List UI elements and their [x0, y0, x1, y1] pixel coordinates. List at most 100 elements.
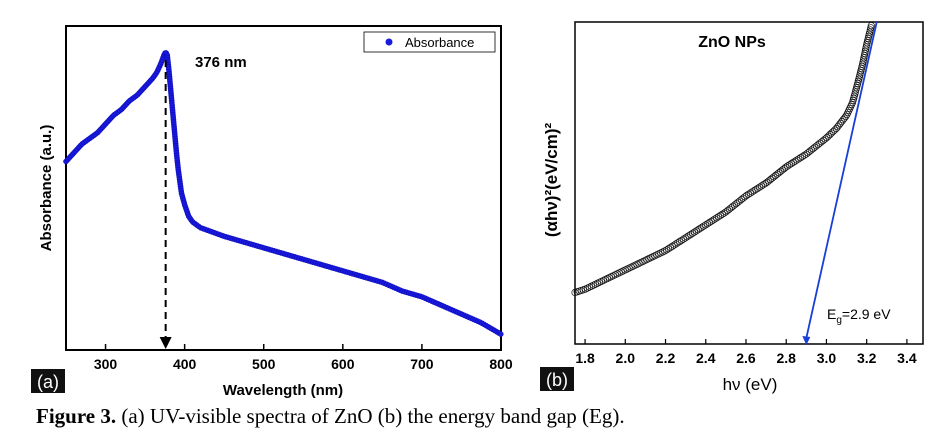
panel-b-data-point — [643, 255, 651, 264]
panel-b-y-axis-label: (αhν)²(eV/cm)² — [542, 122, 561, 237]
panel-b-data-point — [798, 152, 807, 161]
panel-b-data-point — [785, 161, 794, 169]
panel-b-data-point — [615, 269, 623, 277]
panel-b-data-point — [683, 233, 691, 241]
panel-a-legend — [363, 31, 496, 53]
panel-b-data-point — [617, 268, 625, 276]
panel-b-data-point — [601, 275, 609, 284]
panel-b-x-ticks: 1.8 2.0 2.2 2.4 2.6 2.8 3.0 3.2 3.4 — [575, 339, 917, 366]
panel-b-data-point — [752, 185, 760, 194]
panel-b-data-point — [674, 239, 682, 247]
panel-b-data-point — [844, 108, 852, 117]
panel-b-x-tick-label: 2.4 — [696, 350, 716, 366]
panel-b-data-point — [845, 106, 853, 115]
panel-b-data-point — [659, 248, 667, 256]
panel-b-data-points — [571, 22, 875, 297]
panel-b-data-point — [641, 256, 649, 265]
panel-b-fit-line-arrow-head — [802, 336, 811, 345]
panel-b-data-point — [637, 258, 645, 266]
panel-a: 300 400 500 600 700 800 376 nm Absorbance Wav… — [31, 25, 513, 399]
panel-b-data-point — [593, 279, 601, 287]
panel-b-data-point — [603, 275, 611, 283]
panel-b-x-tick-label: 3.2 — [857, 350, 877, 366]
panel-b-data-point — [692, 227, 700, 235]
panel-b-data-point — [720, 209, 728, 217]
panel-b-data-point — [718, 210, 726, 218]
panel-b-data-point — [639, 257, 647, 266]
panel-a-data-points — [63, 50, 504, 337]
panel-b-label: (b) — [546, 370, 568, 390]
panel-b-data-point — [591, 280, 599, 288]
panel-a-x-tick-label: 300 — [94, 356, 118, 372]
panel-b-x-tick-label: 2.2 — [656, 350, 676, 366]
panel-b-x-tick-label: 1.8 — [575, 350, 595, 366]
panel-b-data-point — [793, 156, 801, 164]
panel-a-plot-frame — [65, 25, 502, 351]
panel-b-bandgap-label: Eg=2.9 eV — [827, 306, 891, 326]
panel-b-data-point — [848, 100, 856, 109]
panel-b-data-point — [791, 157, 799, 165]
panel-a-x-tick-label: 500 — [252, 356, 276, 372]
panel-b-data-point — [677, 236, 686, 244]
panel-b-x-tick-label: 2.8 — [776, 350, 796, 366]
panel-a-peak-arrow-head — [159, 337, 172, 349]
panel-b-data-point — [645, 255, 653, 263]
panel-b-data-point — [649, 253, 657, 261]
panel-b-data-point — [746, 189, 754, 197]
panel-b-data-point — [842, 112, 850, 120]
panel-b-data-point — [657, 249, 665, 257]
panel-b-data-point — [687, 230, 695, 239]
panel-a-x-ticks: 300 400 500 600 700 800 — [94, 344, 513, 372]
panel-a-label: (a) — [37, 372, 59, 392]
panel-b-data-point — [611, 271, 619, 279]
panel-a-x-tick-label: 400 — [173, 356, 197, 372]
panel-b-data-point — [759, 181, 767, 189]
panel-b-data-point — [743, 191, 751, 200]
panel-a-label-box — [31, 369, 65, 393]
panel-b-data-point — [633, 260, 641, 268]
panel-b-data-point — [668, 242, 676, 250]
panel-b-data-point — [629, 262, 637, 270]
panel-b-data-point — [748, 188, 756, 196]
panel-b-title: ZnO NPs — [698, 34, 766, 51]
panel-b-data-point — [713, 214, 721, 222]
panel-b-data-point — [664, 245, 673, 253]
panel-b-data-point — [619, 267, 627, 275]
panel-b-data-point — [795, 155, 803, 163]
figure-caption-label: Figure 3. — [36, 404, 117, 428]
panel-b-data-point — [709, 216, 717, 224]
panel-b-data-point — [797, 154, 805, 162]
panel-b-data-point — [756, 183, 764, 191]
panel-b-data-point — [635, 259, 643, 267]
panel-a-x-tick-label: 700 — [410, 356, 434, 372]
panel-b-data-point — [698, 223, 706, 231]
panel-b-data-point — [715, 213, 723, 221]
panel-b-data-point — [689, 229, 697, 237]
panel-b-data-point — [627, 263, 635, 271]
panel-b-data-point — [780, 165, 788, 173]
panel-b-x-tick-label: 3.4 — [897, 350, 917, 366]
panel-b-data-point — [631, 261, 639, 269]
panel-b-data-point — [597, 277, 605, 286]
panel-b-x-axis-label: hν (eV) — [723, 375, 778, 394]
panel-b-data-point — [655, 250, 663, 258]
panel-b-data-point — [607, 273, 615, 281]
panel-b-data-point — [784, 162, 792, 170]
panel-b-x-tick-label: 3.0 — [817, 350, 837, 366]
panel-b-data-point — [587, 282, 595, 290]
panel-b-data-point — [741, 193, 749, 201]
panel-b-data-point — [703, 220, 711, 228]
panel-b-data-point — [702, 221, 710, 229]
panel-a-data-point — [497, 331, 504, 337]
panel-a-legend-marker — [385, 38, 393, 46]
panel-b: 1.8 2.0 2.2 2.4 2.6 2.8 3.0 3.2 3.4 ZnO NPs Eg=2… — [538, 21, 929, 394]
panel-b-x-tick-label: 2.6 — [736, 350, 756, 366]
panel-b-fit-line — [805, 21, 878, 339]
panel-b-data-point — [679, 235, 687, 243]
panel-b-data-point — [782, 163, 790, 171]
panel-a-x-tick-label: 800 — [489, 356, 513, 372]
panel-b-data-point — [843, 110, 851, 119]
panel-b-data-point — [585, 283, 593, 291]
panel-b-data-point — [676, 238, 684, 246]
